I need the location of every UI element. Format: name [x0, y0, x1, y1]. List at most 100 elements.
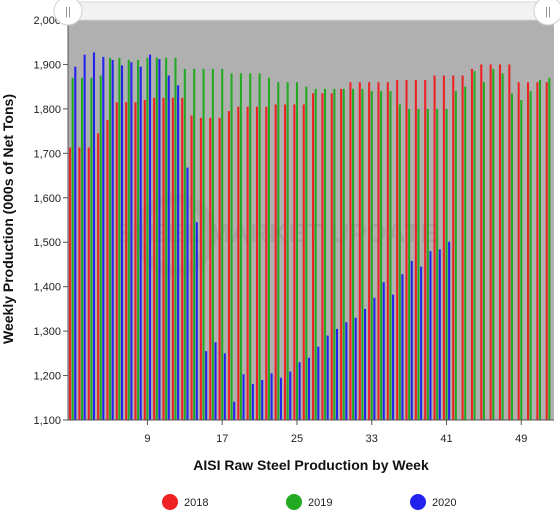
bar-2018-week-35[interactable] [386, 82, 389, 420]
bar-2020-week-24[interactable] [289, 371, 292, 420]
bar-2019-week-2[interactable] [80, 77, 84, 420]
bar-2018-week-7[interactable] [125, 102, 128, 420]
bar-2018-week-3[interactable] [87, 147, 90, 420]
bar-2019-week-36[interactable] [398, 104, 401, 420]
bar-2019-week-11[interactable] [165, 57, 168, 420]
bar-2018-week-41[interactable] [442, 75, 445, 420]
bar-2019-week-9[interactable] [146, 57, 149, 420]
bar-2019-week-50[interactable] [529, 91, 532, 421]
bar-2019-week-46[interactable] [492, 68, 495, 420]
bar-2020-week-17[interactable] [223, 353, 226, 420]
bar-2018-week-50[interactable] [526, 82, 530, 420]
bar-2018-week-4[interactable] [97, 133, 100, 420]
bar-2018-week-6[interactable] [115, 102, 118, 420]
bar-2018-week-46[interactable] [489, 64, 492, 420]
bar-2020-week-25[interactable] [298, 362, 301, 420]
bar-2018-week-17[interactable] [218, 117, 221, 420]
bar-2019-week-39[interactable] [426, 108, 429, 420]
bar-2018-week-18[interactable] [227, 111, 230, 421]
bar-2019-week-26[interactable] [305, 86, 308, 421]
bar-2020-week-28[interactable] [326, 335, 329, 420]
bar-2018-week-29[interactable] [330, 93, 333, 420]
bar-2020-week-23[interactable] [279, 377, 282, 420]
bar-2020-week-35[interactable] [392, 294, 395, 420]
bar-2018-week-21[interactable] [255, 106, 259, 421]
bar-2019-week-25[interactable] [295, 82, 299, 420]
bar-2018-week-22[interactable] [265, 106, 268, 421]
bar-2019-week-17[interactable] [221, 68, 224, 420]
bar-2019-week-31[interactable] [352, 88, 355, 420]
bar-2018-week-12[interactable] [171, 97, 174, 420]
bar-2019-week-30[interactable] [342, 88, 345, 420]
bar-2018-week-47[interactable] [498, 64, 502, 420]
bar-2020-week-4[interactable] [102, 56, 105, 420]
bar-2019-week-19[interactable] [239, 73, 242, 420]
navigator-left-handle[interactable]: || [53, 0, 83, 26]
bar-2019-week-42[interactable] [454, 91, 457, 421]
bar-2020-week-31[interactable] [354, 317, 357, 420]
bar-2019-week-37[interactable] [408, 108, 411, 420]
bar-2018-week-36[interactable] [396, 80, 399, 420]
bar-2020-week-15[interactable] [205, 351, 208, 420]
bar-2018-week-32[interactable] [358, 82, 361, 420]
bar-2019-week-28[interactable] [323, 88, 327, 420]
bar-2020-week-8[interactable] [139, 66, 142, 421]
bar-2019-week-15[interactable] [202, 68, 205, 420]
bar-2019-week-34[interactable] [380, 91, 383, 421]
bar-2018-week-13[interactable] [181, 97, 184, 420]
bar-2018-week-1[interactable] [69, 147, 72, 420]
bar-2019-week-4[interactable] [99, 75, 102, 420]
bar-2020-week-34[interactable] [382, 282, 385, 420]
bar-2020-week-21[interactable] [261, 380, 264, 420]
bar-2018-week-15[interactable] [199, 117, 202, 420]
bar-2018-week-31[interactable] [349, 82, 352, 420]
bar-2018-week-27[interactable] [312, 93, 315, 420]
bar-2019-week-40[interactable] [436, 108, 439, 420]
bar-2020-week-26[interactable] [307, 357, 310, 420]
bar-2018-week-51[interactable] [536, 82, 539, 420]
bar-2019-week-43[interactable] [464, 86, 467, 421]
bar-2019-week-18[interactable] [230, 73, 233, 420]
bar-2018-week-20[interactable] [246, 106, 249, 421]
bar-2019-week-52[interactable] [548, 77, 551, 420]
bar-2018-week-38[interactable] [414, 80, 417, 420]
bar-2019-week-5[interactable] [109, 57, 112, 420]
bar-2020-week-30[interactable] [345, 322, 348, 420]
bar-2019-week-33[interactable] [370, 91, 373, 421]
navigator-scrollbar[interactable]: || || [53, 0, 560, 26]
bar-2020-week-12[interactable] [177, 85, 180, 420]
bar-2020-week-10[interactable] [158, 59, 161, 421]
bar-2020-week-32[interactable] [363, 308, 367, 420]
bar-2018-week-5[interactable] [106, 120, 109, 420]
bar-2018-week-2[interactable] [78, 147, 81, 420]
legend-item-2020[interactable]: 2020 [410, 494, 456, 510]
bar-2020-week-41[interactable] [448, 241, 451, 420]
bar-2019-week-14[interactable] [193, 68, 196, 420]
bar-2019-week-45[interactable] [482, 82, 485, 420]
bar-2020-week-36[interactable] [401, 274, 404, 420]
legend-item-2018[interactable]: 2018 [162, 494, 208, 510]
bar-2018-week-40[interactable] [433, 75, 436, 420]
bar-2020-week-11[interactable] [167, 75, 170, 420]
bar-2020-week-3[interactable] [92, 52, 96, 420]
bar-2018-week-37[interactable] [405, 80, 408, 420]
bar-2019-week-32[interactable] [361, 88, 364, 420]
bar-2020-week-18[interactable] [233, 401, 236, 420]
bar-2018-week-25[interactable] [293, 104, 296, 420]
bar-2018-week-26[interactable] [302, 104, 305, 420]
bar-2018-week-33[interactable] [368, 82, 371, 420]
bar-2018-week-43[interactable] [461, 75, 464, 420]
bar-2019-week-51[interactable] [538, 80, 542, 420]
bar-2020-week-16[interactable] [214, 342, 217, 420]
bar-2020-week-5[interactable] [111, 60, 114, 420]
bar-2018-week-39[interactable] [424, 80, 427, 420]
bar-2018-week-23[interactable] [274, 104, 277, 420]
bar-2020-week-13[interactable] [186, 167, 189, 420]
bar-2020-week-38[interactable] [420, 266, 423, 420]
navigator-right-handle[interactable]: || [533, 0, 560, 26]
bar-2020-week-9[interactable] [149, 54, 152, 421]
bar-2018-week-42[interactable] [452, 75, 455, 420]
bar-2020-week-2[interactable] [83, 54, 86, 421]
bar-2019-week-41[interactable] [445, 108, 448, 420]
bar-2018-week-9[interactable] [143, 100, 146, 420]
